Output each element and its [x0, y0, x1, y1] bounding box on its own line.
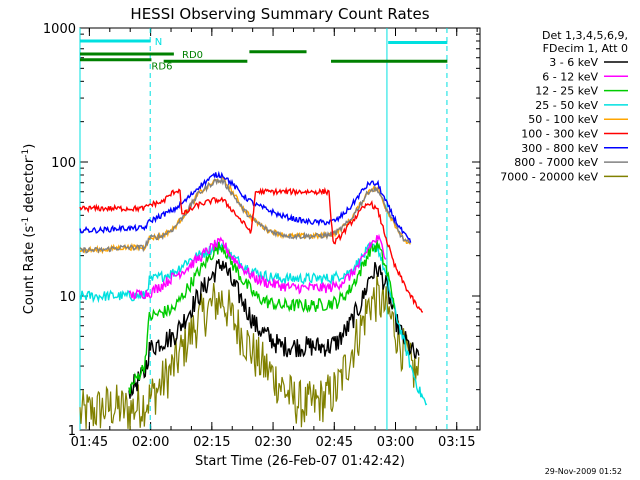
legend-label: 6 - 12 keV [542, 70, 598, 83]
flag-label: RD0 [182, 50, 203, 61]
legend-header-1: Det 1,3,4,5,6,9, [542, 29, 628, 42]
legend-label: 800 - 7000 keV [514, 156, 598, 169]
x-tick-label: 03:15 [438, 435, 475, 450]
y-tick-label: 1 [68, 424, 76, 439]
flag-bars: N RD0 RD6 [80, 37, 448, 73]
y-tick-label: 100 [51, 156, 76, 171]
series-line [79, 275, 420, 430]
legend-label: 7000 - 20000 keV [500, 170, 598, 183]
series-line [79, 176, 411, 254]
y-tick-label: 10 [59, 290, 76, 305]
y-tick-label: 1000 [43, 22, 76, 37]
legend-label: 100 - 300 keV [521, 128, 598, 141]
series-line [128, 259, 420, 399]
x-tick-label: 02:30 [254, 435, 291, 450]
x-tick-label: 02:15 [193, 435, 230, 450]
axes-layer: 01:45 02:00 02:15 02:30 02:45 03:00 03:15 1 10 10… [43, 22, 480, 450]
series-line [79, 170, 412, 243]
y-axis-label: Count Rate (s-1 detector-1) [21, 144, 37, 315]
legend-label: 25 - 50 keV [535, 99, 598, 112]
series-layer [79, 170, 428, 430]
series-line [128, 239, 395, 395]
vertical-markers [79, 28, 448, 430]
legend: Det 1,3,4,5,6,9, FDecim 1, Att 0 3 - 6 k… [500, 29, 628, 183]
x-tick-label: 02:00 [132, 435, 169, 450]
series-line [128, 233, 387, 300]
flag-label: RD6 [151, 62, 172, 73]
legend-label: 300 - 800 keV [521, 142, 598, 155]
x-tick-label: 03:00 [377, 435, 414, 450]
plot-area [79, 27, 481, 431]
x-axis-label: Start Time (26-Feb-07 01:42:42) [195, 454, 405, 469]
legend-label: 50 - 100 keV [528, 113, 598, 126]
x-tick-label: 02:45 [316, 435, 353, 450]
series-line [80, 175, 411, 255]
legend-header-2: FDecim 1, Att 0 [543, 42, 628, 55]
legend-label: 3 - 6 keV [549, 56, 598, 69]
series-line [79, 186, 424, 313]
timestamp: 29-Nov-2009 01:52 [545, 467, 622, 476]
legend-label: 12 - 25 keV [535, 85, 598, 98]
flag-label: N [155, 37, 162, 48]
chart-title: HESSI Observing Summary Count Rates [130, 5, 429, 23]
x-tick-label: 01:45 [71, 435, 108, 450]
